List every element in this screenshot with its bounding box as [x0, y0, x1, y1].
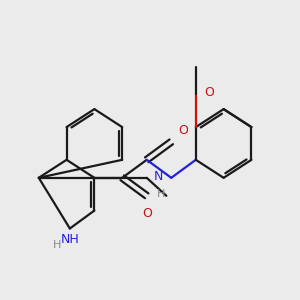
Text: H: H — [157, 189, 166, 199]
Text: O: O — [178, 124, 188, 137]
Text: O: O — [204, 86, 214, 99]
Text: N: N — [154, 170, 163, 183]
Text: H: H — [52, 240, 61, 250]
Text: NH: NH — [61, 233, 79, 246]
Text: O: O — [142, 207, 152, 220]
